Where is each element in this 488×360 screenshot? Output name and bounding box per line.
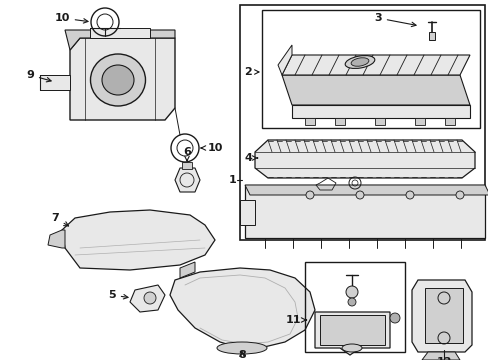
Circle shape — [355, 191, 363, 199]
Text: 1: 1 — [229, 175, 236, 185]
Polygon shape — [278, 45, 291, 75]
Circle shape — [455, 191, 463, 199]
Circle shape — [346, 286, 357, 298]
Bar — [305, 262, 404, 352]
Text: 10: 10 — [54, 13, 88, 23]
Polygon shape — [444, 118, 454, 125]
Polygon shape — [334, 118, 345, 125]
Polygon shape — [40, 75, 70, 90]
Text: 7: 7 — [51, 213, 68, 226]
Text: 6: 6 — [183, 147, 190, 161]
Circle shape — [389, 313, 399, 323]
Polygon shape — [282, 75, 469, 105]
Bar — [319, 315, 384, 345]
Ellipse shape — [345, 55, 374, 68]
Polygon shape — [170, 268, 314, 348]
Polygon shape — [65, 30, 175, 50]
Bar — [424, 288, 462, 343]
Polygon shape — [411, 280, 471, 352]
Ellipse shape — [102, 65, 134, 95]
Circle shape — [305, 191, 313, 199]
Polygon shape — [244, 185, 488, 195]
Text: 2: 2 — [244, 67, 259, 77]
Polygon shape — [62, 210, 215, 270]
Polygon shape — [48, 230, 65, 248]
Polygon shape — [421, 352, 459, 360]
Polygon shape — [254, 140, 474, 178]
Polygon shape — [130, 285, 164, 312]
Text: 12: 12 — [435, 357, 451, 360]
Bar — [262, 10, 479, 128]
Text: 3: 3 — [373, 13, 415, 27]
Text: 8: 8 — [238, 350, 245, 360]
Bar — [240, 200, 254, 225]
Bar — [240, 5, 484, 240]
Polygon shape — [282, 55, 469, 75]
Circle shape — [347, 298, 355, 306]
Ellipse shape — [217, 342, 266, 354]
Polygon shape — [414, 118, 424, 125]
Circle shape — [143, 292, 156, 304]
Polygon shape — [305, 118, 314, 125]
Text: 11: 11 — [285, 315, 306, 325]
Polygon shape — [374, 118, 384, 125]
Polygon shape — [90, 28, 150, 38]
Polygon shape — [244, 185, 484, 238]
Bar — [428, 32, 434, 40]
Polygon shape — [180, 262, 195, 278]
Text: 9: 9 — [26, 70, 51, 82]
Ellipse shape — [341, 344, 361, 352]
Text: 10: 10 — [201, 143, 222, 153]
Text: 5: 5 — [108, 290, 128, 300]
Ellipse shape — [90, 54, 145, 106]
Polygon shape — [314, 312, 389, 355]
Polygon shape — [291, 105, 469, 118]
Polygon shape — [70, 38, 175, 120]
Polygon shape — [175, 168, 200, 192]
Ellipse shape — [350, 58, 368, 66]
Circle shape — [405, 191, 413, 199]
Bar — [182, 162, 192, 169]
Text: 4: 4 — [244, 153, 257, 163]
